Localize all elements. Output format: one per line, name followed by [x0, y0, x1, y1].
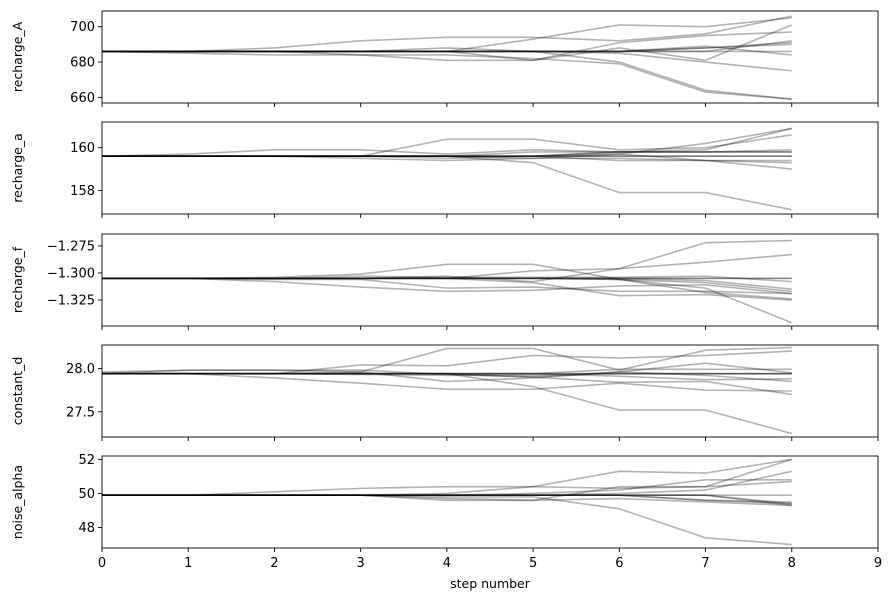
y-axis-label: noise_alpha	[10, 465, 25, 539]
walker-line-8	[102, 470, 792, 496]
walker-line-5	[102, 372, 792, 381]
walker-line-10	[102, 494, 792, 507]
y-axis-label: recharge_A	[10, 21, 25, 92]
walker-line-4	[102, 155, 792, 170]
x-tick-label: 8	[788, 556, 796, 571]
walker-line-7	[102, 479, 792, 496]
walker-line-2	[102, 494, 792, 546]
y-tick-label: 50	[78, 487, 95, 502]
walker-line-3	[102, 134, 792, 158]
y-tick-label: −1.325	[47, 294, 95, 309]
walker-line-1	[102, 277, 792, 300]
walker-line-7	[102, 17, 792, 53]
walker-line-7	[102, 277, 792, 295]
y-tick-label: −1.300	[47, 266, 95, 281]
walker-line-2	[102, 15, 792, 53]
y-tick-label: −1.275	[47, 239, 95, 254]
walker-line-0	[102, 41, 792, 53]
walker-line-8	[102, 40, 792, 53]
axes-frame	[101, 455, 879, 549]
axes-frame	[101, 344, 879, 438]
walker-line-11	[102, 277, 792, 290]
x-tick-label: 0	[98, 556, 106, 571]
walker-line-2	[102, 155, 792, 211]
walker-line-4	[102, 480, 792, 502]
y-tick-label: 52	[78, 453, 95, 468]
panel-recharge_a: 158 160 recharge_a	[10, 121, 879, 218]
y-axis-label: recharge_a	[10, 133, 25, 202]
walker-line-1	[102, 43, 792, 53]
x-tick-label: 7	[701, 556, 709, 571]
y-tick-label: 660	[70, 91, 95, 106]
y-tick-label: 158	[70, 184, 95, 199]
walker-line-9	[102, 494, 792, 503]
axes-frame	[101, 233, 879, 327]
x-tick-label: 9	[874, 556, 882, 571]
y-tick-label: 27.5	[66, 405, 95, 420]
y-tick-label: 700	[70, 20, 95, 35]
walker-line-3	[102, 458, 792, 496]
walker-line-11	[102, 151, 792, 158]
walker-line-0	[102, 149, 792, 158]
walker-line-10	[101, 369, 792, 383]
x-tick-label: 6	[615, 556, 623, 571]
axes-frame	[101, 121, 879, 215]
walker-line-9	[102, 50, 792, 72]
y-tick-label: 48	[78, 521, 95, 536]
walker-line-4	[102, 372, 792, 392]
walker-line-1	[101, 127, 792, 158]
walker-line-1	[102, 458, 793, 496]
x-tick-label: 5	[529, 556, 537, 571]
walker-line-11	[102, 24, 793, 62]
walker-line-10	[102, 153, 792, 164]
walker-line-6	[102, 263, 793, 324]
walker-line-10	[102, 277, 792, 301]
walker-line-9	[102, 253, 792, 280]
x-tick-label: 1	[184, 556, 192, 571]
panel-recharge_f: −1.325 −1.300 −1.275 recharge_f	[10, 233, 879, 330]
walker-line-7	[102, 372, 792, 435]
walker-line-4	[102, 275, 792, 283]
walker-line-5	[102, 277, 792, 295]
walker-line-0	[101, 362, 792, 378]
walker-line-6	[102, 494, 792, 505]
x-tick-label: 2	[270, 556, 278, 571]
axes-frame	[101, 10, 879, 104]
walker-line-2	[102, 346, 792, 375]
y-tick-label: 160	[70, 141, 95, 156]
y-axis-label: recharge_f	[10, 246, 25, 313]
x-axis-label: step number	[450, 576, 531, 591]
x-tick-label: 3	[357, 556, 365, 571]
walker-line-1	[102, 372, 792, 377]
x-tick-label: 4	[443, 556, 451, 571]
y-tick-label: 680	[70, 56, 95, 71]
walker-line-6	[102, 350, 792, 375]
walker-line-6	[102, 155, 792, 162]
walker-line-7	[102, 151, 792, 158]
walker-line-3	[102, 277, 792, 293]
walker-line-0	[102, 494, 792, 507]
y-tick-label: 28.0	[66, 362, 95, 377]
walker-line-10	[102, 45, 792, 56]
walker-line-2	[102, 239, 792, 283]
walker-line-11	[102, 494, 792, 505]
y-axis-label: constant_d	[10, 357, 25, 426]
walker-line-5	[102, 47, 792, 100]
panel-constant_d: 27.5 28.0 constant_d	[10, 344, 879, 441]
panel-recharge_A: 660 680 700 recharge_A	[10, 10, 879, 107]
walker-line-4	[102, 31, 792, 62]
panel-noise_alpha: 48 50 52 0 1 2 3 4 5 6 7 8 9 noise_alpha	[10, 453, 882, 571]
walker-line-11	[102, 368, 792, 375]
walker-line-3	[101, 50, 792, 100]
walker-line-8	[102, 372, 792, 396]
walker-line-9	[102, 127, 792, 160]
